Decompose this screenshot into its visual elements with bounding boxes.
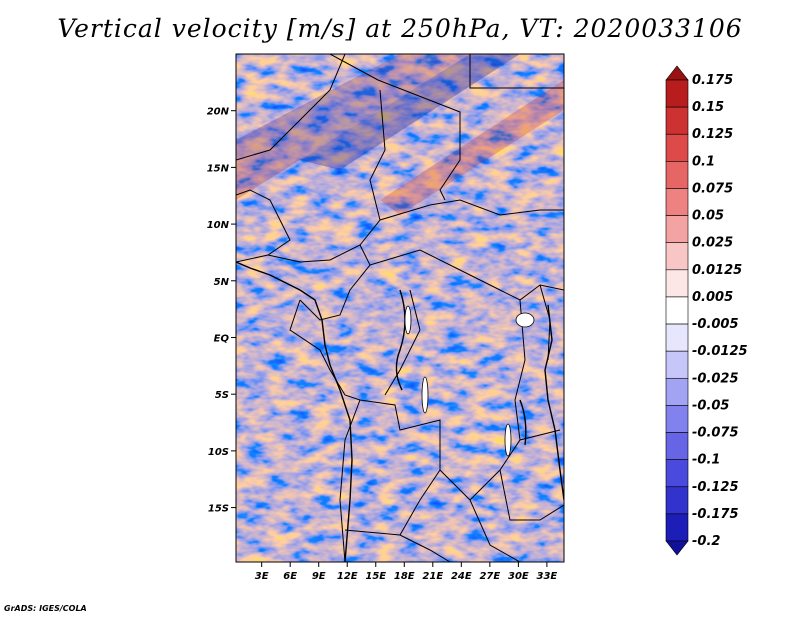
y-axis: 20N 15N 10N 5N EQ 5S 10S 15S [207,107,236,515]
x-tick-label: 6E [283,571,297,582]
x-tick-label: 33E [537,571,558,582]
country-borders [236,54,564,562]
colorbar-label: -0.2 [692,534,720,549]
jet-band-1 [236,54,470,200]
colorbar-band [665,161,689,189]
colorbar-band [665,133,689,162]
colorbar-label: 0.15 [692,100,724,115]
jet-band-3 [380,80,564,215]
x-tick-label: 27E [479,571,500,582]
x-tick-label: 21E [422,571,443,582]
colorbar-cap-bottom [665,540,689,556]
colorbar-label: 0.025 [692,236,733,251]
colorbar-label: -0.1 [692,453,720,468]
y-tick-label: 10N [207,220,230,231]
colorbar-band [665,79,689,108]
grads-credit: GrADS: IGES/COLA [4,604,87,613]
colorbar-label: -0.075 [692,426,739,441]
x-tick-label: 30E [508,571,529,582]
colorbar-label: 0.0125 [692,263,742,278]
colorbar-label: -0.025 [692,371,739,386]
x-tick-label: 18E [394,571,415,582]
colorbar-band [665,513,689,542]
colorbar-label: 0.125 [692,127,733,142]
x-tick-label: 15E [365,571,386,582]
colorbar-band [665,106,689,135]
colorbar-band [665,242,689,271]
colorbar-band [665,377,689,406]
colorbar-band [665,350,689,379]
colorbar-label: 0.05 [692,209,724,224]
jet-band-2 [300,54,520,170]
y-tick-label: 5N [214,277,230,288]
coastline [236,261,564,562]
y-tick-label: 20N [207,107,230,118]
colorbar-label: -0.125 [692,480,739,495]
colorbar-band [665,215,689,244]
colorbar-band [665,188,689,216]
x-tick-label: 3E [255,571,269,582]
colorbar-label: -0.05 [692,398,729,413]
colorbar-label: 0.005 [692,290,733,305]
map-field [236,54,564,562]
chart-title: Vertical velocity [m/s] at 250hPa, VT: 2… [57,14,743,43]
y-tick-label: 15N [207,163,230,174]
colorbar: 0.175 0.15 0.125 0.1 0.075 0.05 0.025 0.0125 0.0… [665,65,748,556]
colorbar-label: 0.175 [692,73,733,88]
colorbar-band [665,323,689,352]
colorbar-label: -0.175 [692,507,739,522]
colorbar-cap-top [665,65,689,81]
lakes [404,305,535,457]
colorbar-band [665,432,689,460]
colorbar-band [665,296,689,325]
x-tick-label: 9E [312,571,326,582]
x-tick-label: 24E [451,571,472,582]
colorbar-label: -0.0125 [692,344,748,359]
plot-frame [235,53,565,563]
colorbar-label: 0.075 [692,181,733,196]
colorbar-band [665,459,689,488]
y-tick-label: 15S [208,504,229,515]
y-tick-label: 10S [208,447,229,458]
colorbar-label: 0.1 [692,154,715,169]
y-tick-label: EQ [214,333,230,344]
y-tick-label: 5S [215,390,229,401]
colorbar-label: -0.005 [692,317,739,332]
colorbar-band [665,405,689,433]
x-tick-label: 12E [337,571,358,582]
x-axis: 3E 6E 9E 12E 15E 18E 21E 24E 27E 30E 33E [255,562,558,582]
colorbar-band [665,486,689,515]
colorbar-band [665,269,689,298]
